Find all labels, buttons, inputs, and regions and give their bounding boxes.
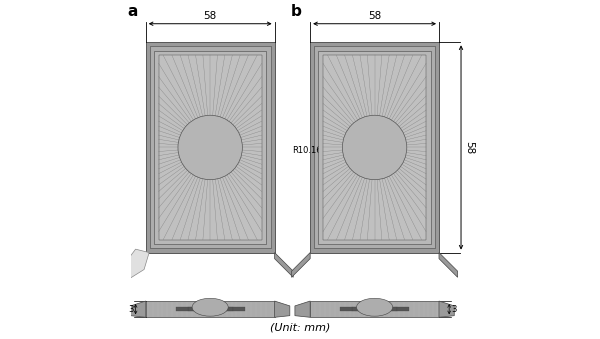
Bar	[323, 55, 426, 240]
Circle shape	[343, 115, 407, 180]
Bar	[310, 301, 439, 317]
Bar	[154, 51, 266, 244]
Text: 58: 58	[368, 11, 381, 21]
Text: 58: 58	[203, 11, 217, 21]
Text: (Unit: mm): (Unit: mm)	[270, 323, 330, 333]
Polygon shape	[127, 253, 146, 277]
Polygon shape	[292, 253, 310, 277]
Text: 0.49: 0.49	[380, 123, 399, 132]
Bar	[314, 46, 435, 248]
Text: a: a	[127, 4, 137, 19]
Text: b: b	[291, 4, 302, 19]
Bar	[397, 307, 409, 311]
Ellipse shape	[192, 298, 228, 316]
Polygon shape	[275, 301, 290, 317]
Bar	[176, 307, 188, 311]
Polygon shape	[439, 301, 454, 317]
Bar	[340, 307, 352, 311]
Ellipse shape	[356, 298, 392, 316]
Polygon shape	[122, 254, 131, 278]
Bar	[319, 51, 431, 244]
Polygon shape	[131, 301, 146, 317]
Text: 3: 3	[451, 305, 457, 314]
Bar	[310, 42, 439, 253]
Bar	[150, 46, 271, 248]
Polygon shape	[275, 253, 293, 277]
Circle shape	[178, 115, 242, 180]
Bar	[188, 307, 233, 311]
Text: 3: 3	[128, 305, 134, 314]
Text: 58: 58	[464, 141, 474, 154]
Polygon shape	[439, 253, 458, 277]
Bar	[233, 307, 245, 311]
Bar	[352, 307, 397, 311]
Bar	[146, 42, 275, 253]
Bar	[158, 55, 262, 240]
Bar	[146, 301, 275, 317]
Polygon shape	[295, 301, 310, 317]
Polygon shape	[122, 249, 149, 278]
Text: R10.16: R10.16	[292, 146, 322, 155]
